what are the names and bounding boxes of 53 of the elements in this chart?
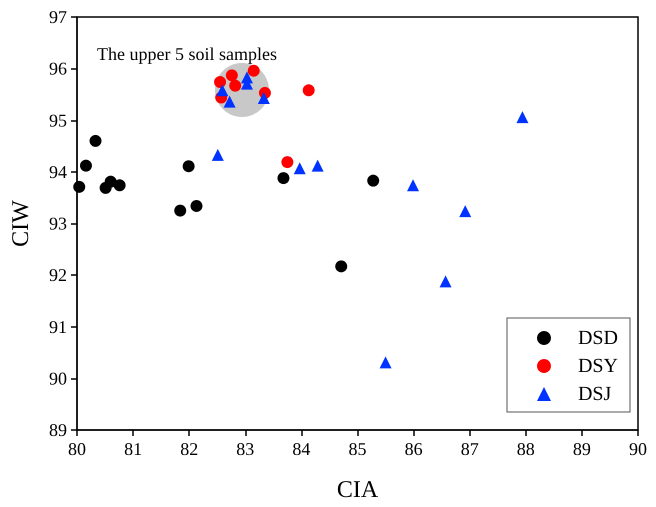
- y-tick-label: 92: [49, 265, 67, 286]
- x-tick-label: 89: [572, 439, 591, 459]
- point: [226, 69, 238, 82]
- point: [80, 160, 92, 172]
- point: [367, 174, 380, 187]
- y-tick-label: 97: [49, 7, 67, 27]
- point: [440, 275, 452, 288]
- point: [281, 156, 294, 168]
- point: [229, 80, 242, 92]
- point: [90, 134, 102, 147]
- point: [258, 92, 270, 104]
- legend-label: DSD: [578, 327, 618, 349]
- y-tick-label: 89: [49, 420, 67, 440]
- point: [459, 205, 472, 218]
- x-tick-label: 80: [68, 439, 86, 459]
- y-tick-label: 96: [49, 58, 67, 79]
- point: [174, 204, 186, 217]
- point: [248, 64, 260, 77]
- point: [380, 356, 392, 368]
- y-tick-label: 94: [49, 162, 67, 182]
- point: [516, 111, 528, 124]
- point: [114, 179, 126, 192]
- y-tick-label: 91: [49, 316, 67, 337]
- x-tick-label: 87: [460, 439, 479, 459]
- x-tick-label: 82: [180, 439, 198, 459]
- point: [294, 162, 306, 174]
- x-tick-label: 83: [236, 439, 254, 459]
- x-tick-label: 84: [292, 439, 310, 459]
- point: [216, 84, 228, 96]
- annotation: The upper 5 soil samples: [97, 44, 277, 64]
- point: [182, 160, 195, 172]
- y-tick-label: 93: [49, 214, 67, 234]
- point: [214, 76, 226, 88]
- legend-label: DSJ: [578, 383, 612, 405]
- legend-label: DSY: [578, 355, 618, 377]
- point: [277, 172, 290, 184]
- x-tick-label: 86: [404, 439, 423, 459]
- point: [335, 260, 348, 272]
- point: [302, 84, 315, 96]
- point: [73, 180, 86, 193]
- y-axis-title: CIW: [8, 200, 34, 247]
- x-axis-title: CIA: [336, 477, 379, 503]
- x-tick-label: 90: [629, 439, 647, 459]
- x-tick-label: 81: [124, 439, 142, 459]
- x-tick-label: 88: [516, 439, 535, 459]
- point: [312, 160, 324, 172]
- point: [224, 96, 236, 108]
- point: [212, 148, 224, 161]
- x-tick-label: 85: [348, 439, 366, 459]
- y-tick-label: 90: [49, 368, 67, 388]
- point: [190, 200, 202, 212]
- y-tick-label: 95: [49, 110, 67, 130]
- point: [407, 179, 420, 192]
